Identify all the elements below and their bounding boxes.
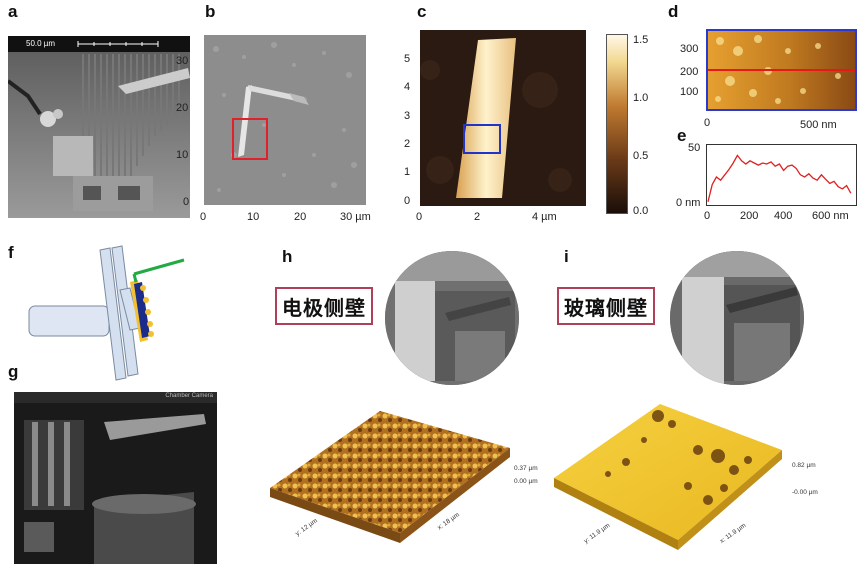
sem-inset-i: [670, 251, 804, 385]
afm-3d-h: [270, 411, 510, 543]
h-zmin: 0.00 µm: [514, 478, 538, 485]
b-ytick-20: 20: [176, 102, 189, 114]
b-xtick-3: 30 µm: [340, 211, 371, 223]
c-ytick-3: 3: [404, 110, 411, 122]
d-ytick-300: 300: [680, 43, 699, 55]
b-ytick-30: 30: [176, 55, 189, 67]
camera-header-text: Chamber Camera: [165, 393, 213, 399]
title-electrode-sidewall: 电极侧壁: [275, 287, 373, 325]
profile-chart-e: [706, 144, 857, 206]
panel-h-label: h: [282, 247, 293, 266]
panel-e-label: e: [677, 126, 687, 145]
b-xtick-2: 20: [294, 211, 307, 223]
panel-f-label: f: [8, 243, 14, 262]
sem-inset-h: [385, 251, 519, 385]
c-ytick-4: 4: [404, 81, 411, 93]
e-ytick-0: 0 nm: [676, 197, 701, 209]
sem-image-b: [204, 35, 366, 205]
panel-b-label: b: [205, 2, 216, 21]
b-ytick-10: 10: [176, 149, 189, 161]
i-zmin: -0.00 µm: [792, 489, 818, 496]
e-xtick-400: 400: [774, 210, 793, 222]
afm-3d-i: [554, 404, 782, 550]
h-zmax: 0.37 µm: [514, 465, 538, 472]
b-xtick-1: 10: [247, 211, 260, 223]
d-ytick-200: 200: [680, 66, 699, 78]
colorbar-tick-0.5: 0.5: [633, 150, 649, 162]
chamber-camera-image: Chamber Camera: [14, 392, 217, 564]
c-xtick-0: 0: [416, 211, 423, 223]
c-ytick-0: 0: [404, 195, 411, 207]
colorbar-tick-1.0: 1.0: [633, 92, 649, 104]
panel-i-label: i: [564, 247, 569, 266]
panel-d-label: d: [668, 2, 679, 21]
title-glass-sidewall: 玻璃侧壁: [557, 287, 655, 325]
colorbar: [606, 34, 628, 214]
c-ytick-1: 1: [404, 166, 411, 178]
c-xtick-2: 2: [474, 211, 481, 223]
d-xtick-500: 500 nm: [800, 119, 837, 131]
c-xtick-4: 4 µm: [532, 211, 557, 223]
b-ytick-0: 0: [183, 196, 190, 208]
c-ytick-2: 2: [404, 138, 411, 150]
scale-bar-label: 50.0 µm: [26, 39, 56, 48]
colorbar-tick-0.0: 0.0: [633, 205, 649, 217]
d-xtick-0: 0: [704, 117, 711, 129]
b-xtick-0: 0: [200, 211, 207, 223]
height-profile-series: [707, 154, 852, 202]
d-ytick-100: 100: [680, 86, 699, 98]
colorbar-tick-1.5: 1.5: [633, 34, 649, 46]
e-xtick-600: 600 nm: [812, 210, 849, 222]
e-xtick-200: 200: [740, 210, 759, 222]
blue-roi-box: [463, 124, 501, 154]
e-ytick-50: 50: [688, 142, 701, 154]
afm-map-d: [706, 29, 857, 111]
i-zmax: 0.82 µm: [792, 462, 816, 469]
probe-cantilever: [133, 258, 185, 276]
panel-c-label: c: [417, 2, 427, 21]
probe-holder-schematic: [28, 245, 185, 381]
e-xtick-0: 0: [704, 210, 711, 222]
red-roi-box: [232, 118, 268, 160]
panel-a-label: a: [8, 2, 18, 21]
afm-height-map-c: [420, 30, 586, 206]
sem-image-a: 50.0 µm: [6, 36, 190, 218]
c-ytick-5: 5: [404, 53, 411, 65]
panel-g-label: g: [8, 362, 19, 381]
